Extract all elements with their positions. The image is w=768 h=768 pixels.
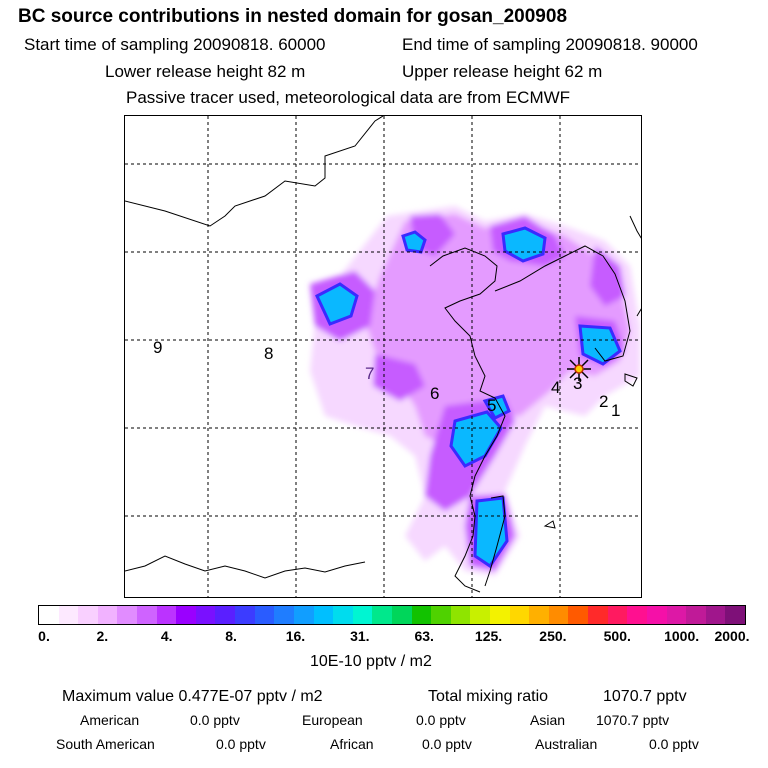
region-label-5: 5: [487, 396, 497, 415]
african-value: 0.0 pptv: [422, 736, 472, 752]
region-label-9: 9: [153, 338, 163, 357]
colorbar-swatch: [391, 606, 412, 624]
maximum-value-label: Maximum value 0.477E-07 pptv / m2: [62, 688, 323, 705]
asian-label: Asian: [530, 712, 566, 728]
region-label-7: 7: [365, 364, 375, 383]
colorbar-tick-label: 4.: [160, 628, 173, 644]
region-label-4: 4: [551, 378, 561, 397]
colorbar-tick-label: 250.: [539, 628, 567, 644]
colorbar-tick-label: 1000.: [664, 628, 700, 644]
colorbar-swatch: [450, 606, 471, 624]
colorbar-swatch: [235, 606, 255, 624]
colorbar-swatch: [431, 606, 451, 624]
region-label-1: 1: [611, 401, 621, 420]
plot-title: BC source contributions in nested domain…: [18, 6, 568, 27]
colorbar-tick-label: 2.: [96, 628, 109, 644]
colorbar-swatch: [195, 606, 216, 624]
colorbar-swatch: [607, 606, 628, 624]
colorbar-units: 10E-10 pptv / m2: [310, 653, 432, 670]
colorbar-swatch: [352, 606, 373, 624]
colorbar-swatch: [156, 606, 177, 624]
concentration-plume: [310, 206, 640, 576]
colorbar-swatch: [725, 606, 745, 624]
colorbar-swatch: [509, 606, 530, 624]
colorbar-swatch: [529, 606, 549, 624]
total-mixing-ratio-label: Total mixing ratio: [428, 688, 549, 705]
lower-release-height-label: Lower release height 82 m: [105, 62, 306, 81]
map-canvas: [125, 116, 641, 597]
start-time-label: Start time of sampling 20090818. 60000: [24, 35, 326, 54]
colorbar-swatch: [666, 606, 687, 624]
colorbar-swatch: [58, 606, 79, 624]
colorbar-swatch: [588, 606, 608, 624]
colorbar-swatch: [117, 606, 138, 624]
region-label-2: 2: [599, 392, 609, 411]
colorbar-swatch: [313, 606, 334, 624]
asian-value: 1070.7 pptv: [596, 712, 670, 728]
receptor-star-marker: [567, 357, 591, 381]
colorbar-swatch: [548, 606, 569, 624]
concentration-core: [315, 226, 622, 569]
colorbar-swatch: [470, 606, 491, 624]
colorbar-swatch: [568, 606, 589, 624]
colorbar-swatch: [686, 606, 706, 624]
australian-value: 0.0 pptv: [649, 736, 699, 752]
colorbar-tick-label: 16.: [285, 628, 306, 644]
tracer-note: Passive tracer used, meteorological data…: [126, 88, 571, 107]
south-american-label: South American: [56, 736, 155, 752]
colorbar-tick-label: 500.: [603, 628, 631, 644]
map-panel: 9 8 7 6 5 4 3 2 1: [124, 115, 642, 598]
colorbar-tick-label: 63.: [414, 628, 434, 644]
colorbar-swatch: [646, 606, 667, 624]
colorbar-swatch: [627, 606, 647, 624]
colorbar-swatch: [490, 606, 510, 624]
colorbar-swatch: [39, 606, 59, 624]
colorbar-tick-label: 8.: [225, 628, 237, 644]
south-american-value: 0.0 pptv: [216, 736, 266, 752]
colorbar-swatch: [176, 606, 196, 624]
colorbar-swatch: [293, 606, 314, 624]
african-label: African: [330, 736, 374, 752]
end-time-label: End time of sampling 20090818. 90000: [402, 35, 698, 54]
upper-release-height-label: Upper release height 62 m: [402, 62, 603, 81]
american-value: 0.0 pptv: [190, 712, 240, 728]
colorbar-swatch: [215, 606, 236, 624]
region-label-8: 8: [264, 344, 274, 363]
colorbar-tick-label: 2000.: [714, 628, 750, 644]
region-label-3: 3: [573, 374, 583, 393]
coastlines: [125, 116, 641, 593]
colorbar-tick-label: 125.: [474, 628, 503, 644]
colorbar-swatch: [254, 606, 275, 624]
colorbar-swatch: [137, 606, 157, 624]
colorbar-tick-label: 0.: [38, 628, 50, 644]
region-label-6: 6: [430, 384, 440, 403]
european-label: European: [302, 712, 363, 728]
colorbar-swatch: [97, 606, 118, 624]
american-label: American: [80, 712, 140, 728]
colorbar-swatch: [705, 606, 726, 624]
european-value: 0.0 pptv: [416, 712, 466, 728]
colorbar-swatch: [274, 606, 294, 624]
graticule: [125, 116, 641, 597]
total-mixing-ratio-value: 1070.7 pptv: [603, 688, 687, 705]
colorbar: [38, 605, 746, 625]
colorbar-swatch: [333, 606, 353, 624]
colorbar-tick-label: 31.: [350, 628, 370, 644]
colorbar-swatch: [372, 606, 392, 624]
colorbar-swatch: [411, 606, 432, 624]
colorbar-swatch: [78, 606, 98, 624]
australian-label: Australian: [535, 736, 598, 752]
